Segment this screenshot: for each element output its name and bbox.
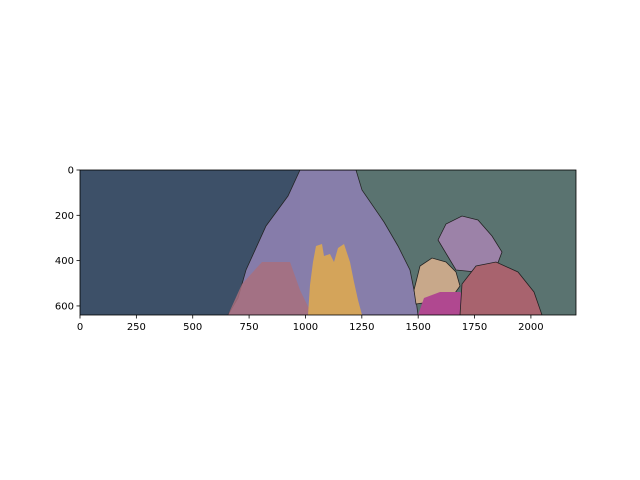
y-tick-label: 0	[68, 166, 74, 177]
x-axis: 0 250 500 750 1000 1250 1500 1750 2000	[77, 315, 544, 333]
x-tick-label: 750	[240, 322, 259, 333]
x-tick-label: 500	[183, 322, 202, 333]
magenta-region	[418, 292, 470, 315]
x-tick-label: 1250	[349, 322, 374, 333]
x-tick-label: 0	[77, 322, 83, 333]
y-tick-label: 200	[55, 211, 74, 222]
yellow-structure	[308, 244, 362, 315]
y-tick-label: 400	[55, 256, 74, 267]
x-tick-label: 1750	[462, 322, 487, 333]
pink-region-left	[228, 262, 312, 315]
x-tick-label: 2000	[518, 322, 543, 333]
y-tick-label: 600	[55, 301, 74, 312]
pink-region-right	[459, 261, 543, 315]
x-tick-label: 1000	[293, 322, 318, 333]
y-axis: 0 200 400 600	[55, 166, 80, 312]
x-tick-label: 1500	[405, 322, 430, 333]
image-panel	[80, 170, 576, 315]
axes-frame	[79, 169, 577, 316]
x-tick-label: 250	[127, 322, 146, 333]
purple-cylinder	[437, 215, 503, 273]
